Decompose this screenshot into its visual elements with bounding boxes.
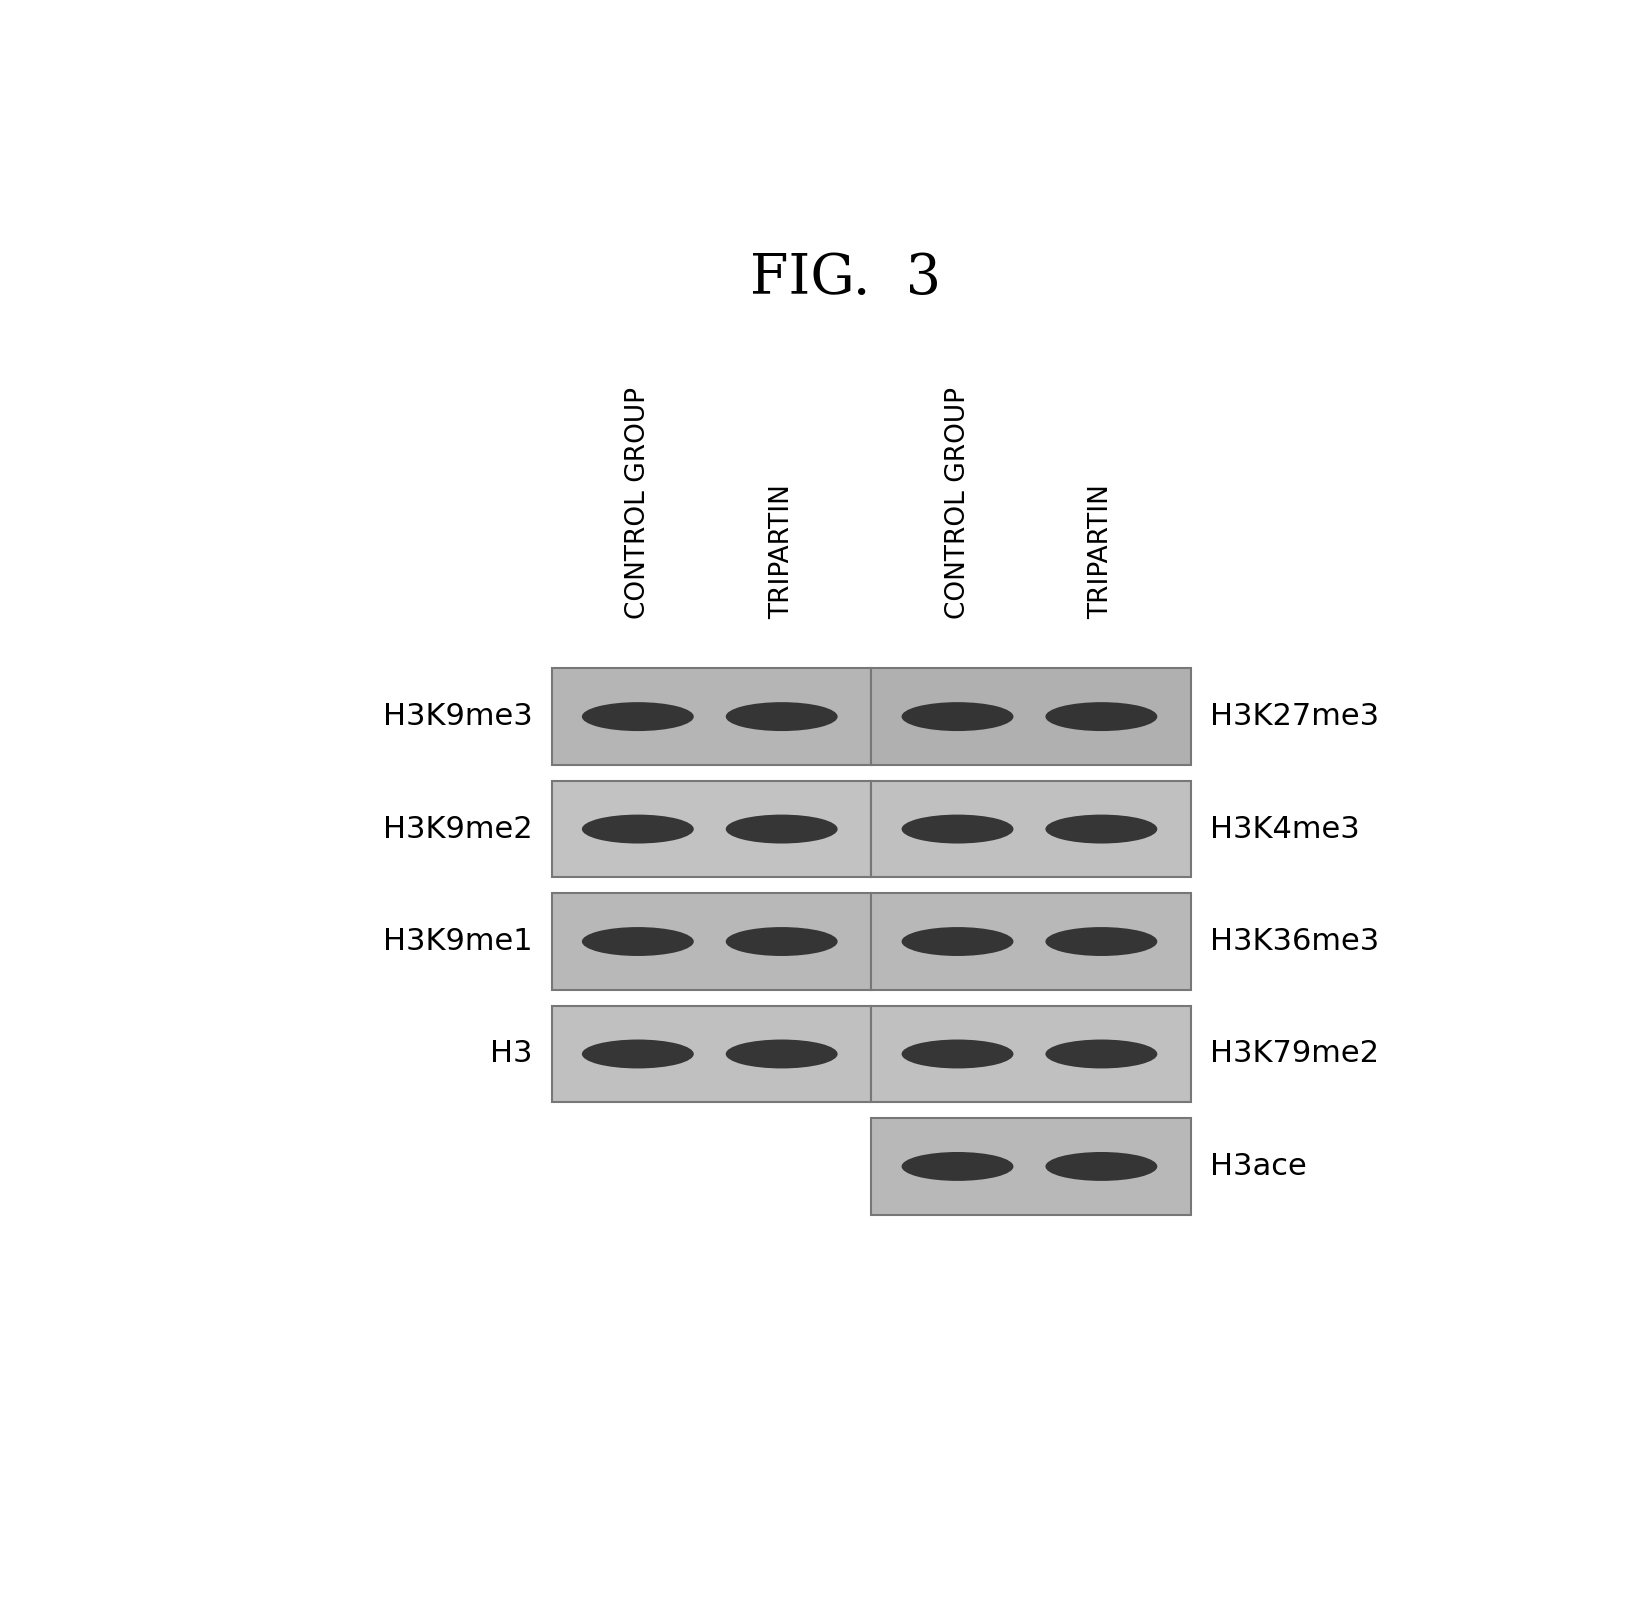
Text: H3K9me3: H3K9me3 [383, 701, 533, 732]
Text: H3K9me1: H3K9me1 [383, 928, 533, 957]
Bar [551, 782, 871, 878]
Text: H3K36me3: H3K36me3 [1209, 928, 1379, 957]
Text: CONTROL GROUP: CONTROL GROUP [625, 387, 650, 620]
Bar [871, 668, 1191, 766]
Ellipse shape [726, 701, 838, 730]
Text: CONTROL GROUP: CONTROL GROUP [944, 387, 970, 620]
Ellipse shape [1046, 1040, 1157, 1069]
Ellipse shape [582, 815, 693, 844]
Bar [871, 782, 1191, 878]
Ellipse shape [726, 815, 838, 844]
Text: H3K79me2: H3K79me2 [1209, 1040, 1379, 1069]
Text: H3K27me3: H3K27me3 [1209, 701, 1379, 732]
Ellipse shape [726, 1040, 838, 1069]
Ellipse shape [901, 1152, 1013, 1181]
Bar [871, 1119, 1191, 1215]
Text: H3ace: H3ace [1209, 1152, 1307, 1181]
Ellipse shape [726, 928, 838, 957]
Bar [871, 1006, 1191, 1103]
Ellipse shape [582, 701, 693, 730]
Text: FIG.  3: FIG. 3 [751, 252, 940, 307]
Ellipse shape [901, 815, 1013, 844]
Ellipse shape [901, 928, 1013, 957]
Bar [551, 668, 871, 766]
Text: H3K4me3: H3K4me3 [1209, 815, 1360, 844]
Ellipse shape [1046, 815, 1157, 844]
Text: TRIPARTIN: TRIPARTIN [1089, 485, 1114, 620]
Bar [551, 894, 871, 990]
Ellipse shape [1046, 1152, 1157, 1181]
Text: H3: H3 [490, 1040, 533, 1069]
Ellipse shape [582, 1040, 693, 1069]
Ellipse shape [1046, 928, 1157, 957]
Bar [551, 1006, 871, 1103]
Bar [871, 894, 1191, 990]
Ellipse shape [901, 1040, 1013, 1069]
Text: H3K9me2: H3K9me2 [383, 815, 533, 844]
Text: TRIPARTIN: TRIPARTIN [769, 485, 795, 620]
Ellipse shape [582, 928, 693, 957]
Ellipse shape [901, 701, 1013, 730]
Ellipse shape [1046, 701, 1157, 730]
